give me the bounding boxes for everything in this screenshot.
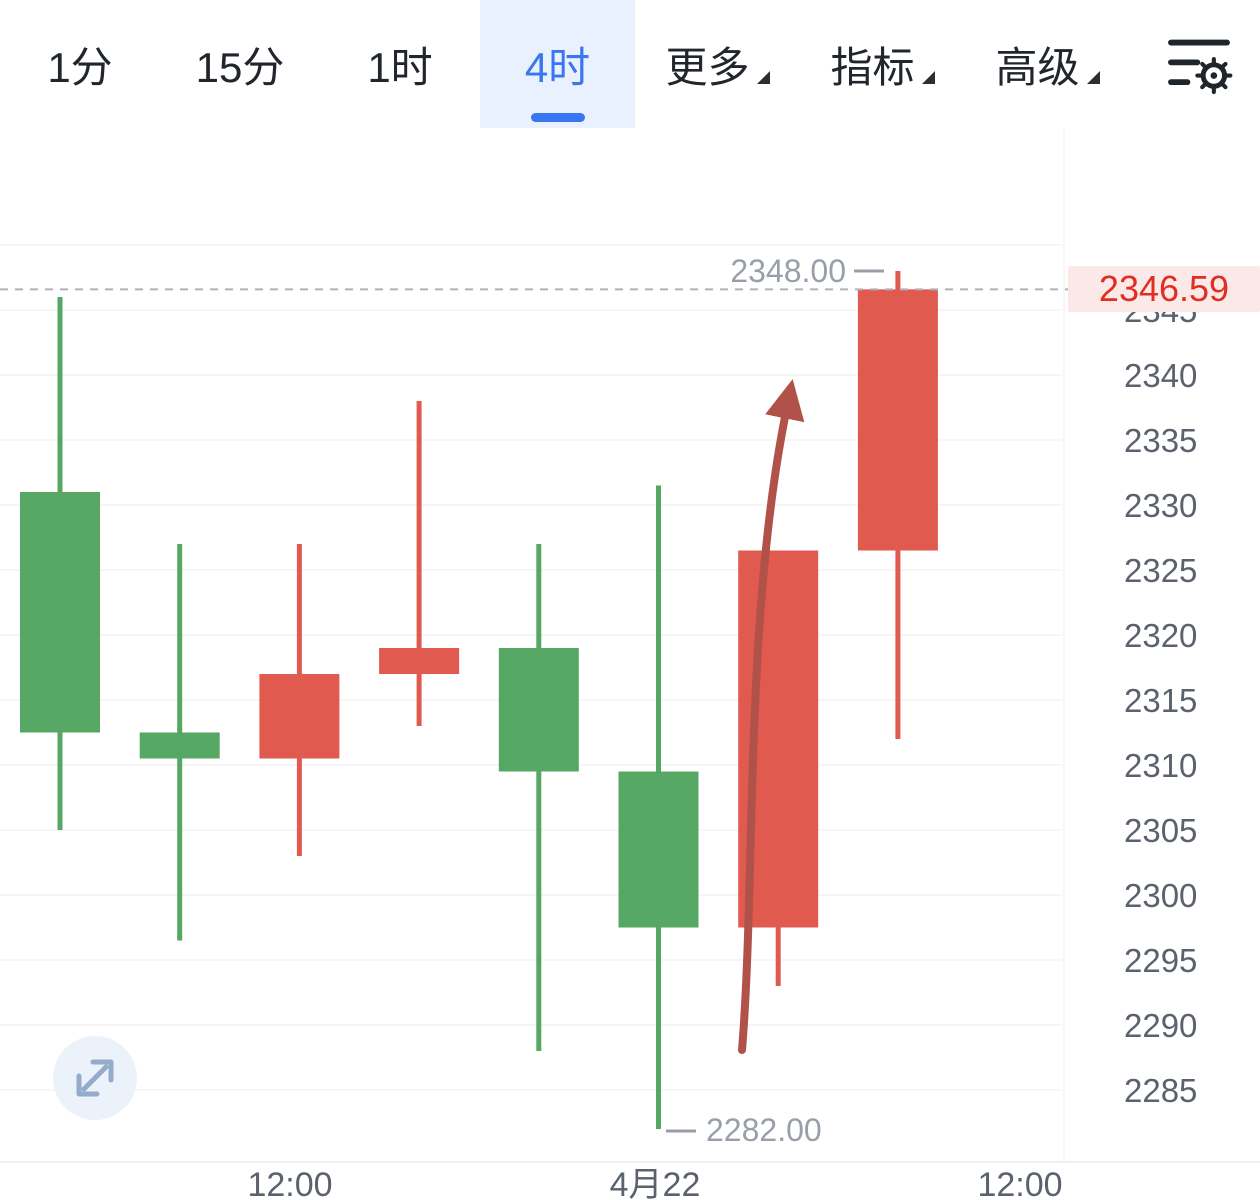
candle-body (618, 771, 699, 928)
menu-advanced[interactable]: 高级 (965, 0, 1130, 128)
tab-4hour-label: 4时 (524, 43, 591, 91)
caret-down-icon (756, 70, 770, 84)
tab-15min-label: 15分 (195, 43, 285, 91)
y-axis-label: 2300 (1124, 877, 1197, 914)
chart-settings-button[interactable] (1156, 0, 1242, 128)
y-axis-label: 2330 (1124, 487, 1197, 524)
tab-1hour[interactable]: 1时 (320, 0, 480, 128)
trend-up-arrow-annotation (738, 379, 805, 1054)
y-axis-label: 2310 (1124, 747, 1197, 784)
candle-body (857, 289, 938, 551)
menu-more-label: 更多 (665, 43, 750, 91)
y-axis-label: 2335 (1124, 422, 1197, 459)
y-axis-label: 2285 (1124, 1072, 1197, 1109)
active-tab-indicator (530, 113, 585, 122)
chart-settings-icon (1168, 39, 1233, 95)
toolbar: 1分 15分 1时 4时 更多 指标 高级 (0, 0, 1260, 128)
x-axis-label: 12:00 (247, 1166, 332, 1200)
tab-15min[interactable]: 15分 (160, 0, 320, 128)
y-axis-label: 2295 (1124, 942, 1197, 979)
current-price-badge: 2346.59 (1068, 266, 1260, 312)
y-axis-label: 2325 (1124, 552, 1197, 589)
caret-down-icon (921, 70, 935, 84)
tab-1min-label: 1分 (47, 43, 113, 91)
menu-indicators[interactable]: 指标 (800, 0, 965, 128)
current-price-value: 2346.59 (1098, 268, 1230, 309)
x-axis-label: 4月22 (610, 1166, 701, 1200)
menu-more[interactable]: 更多 (635, 0, 800, 128)
tab-1min[interactable]: 1分 (0, 0, 160, 128)
y-axis-label: 2290 (1124, 1007, 1197, 1044)
y-axis-label: 2305 (1124, 812, 1197, 849)
expand-icon (76, 1059, 114, 1097)
y-axis-label: 2315 (1124, 682, 1197, 719)
caret-down-icon (1086, 70, 1100, 84)
candle-body (498, 648, 579, 772)
x-axis-label: 12:00 (977, 1166, 1062, 1200)
y-axis-label: 2320 (1124, 617, 1197, 654)
menu-indicators-label: 指标 (830, 43, 915, 91)
fullscreen-expand-button[interactable] (53, 1036, 137, 1120)
high-price-label: 2348.00 (730, 253, 846, 289)
menu-advanced-label: 高级 (995, 43, 1080, 91)
candle-body (379, 648, 460, 674)
candle-body (20, 492, 100, 733)
low-price-label: 2282.00 (706, 1112, 822, 1148)
candle-body (139, 732, 220, 759)
tab-4hour[interactable]: 4时 (480, 0, 635, 128)
gear-icon (1195, 56, 1233, 95)
y-axis-label: 2340 (1124, 357, 1197, 394)
tab-1hour-label: 1时 (367, 43, 433, 91)
candle-body (259, 674, 340, 759)
